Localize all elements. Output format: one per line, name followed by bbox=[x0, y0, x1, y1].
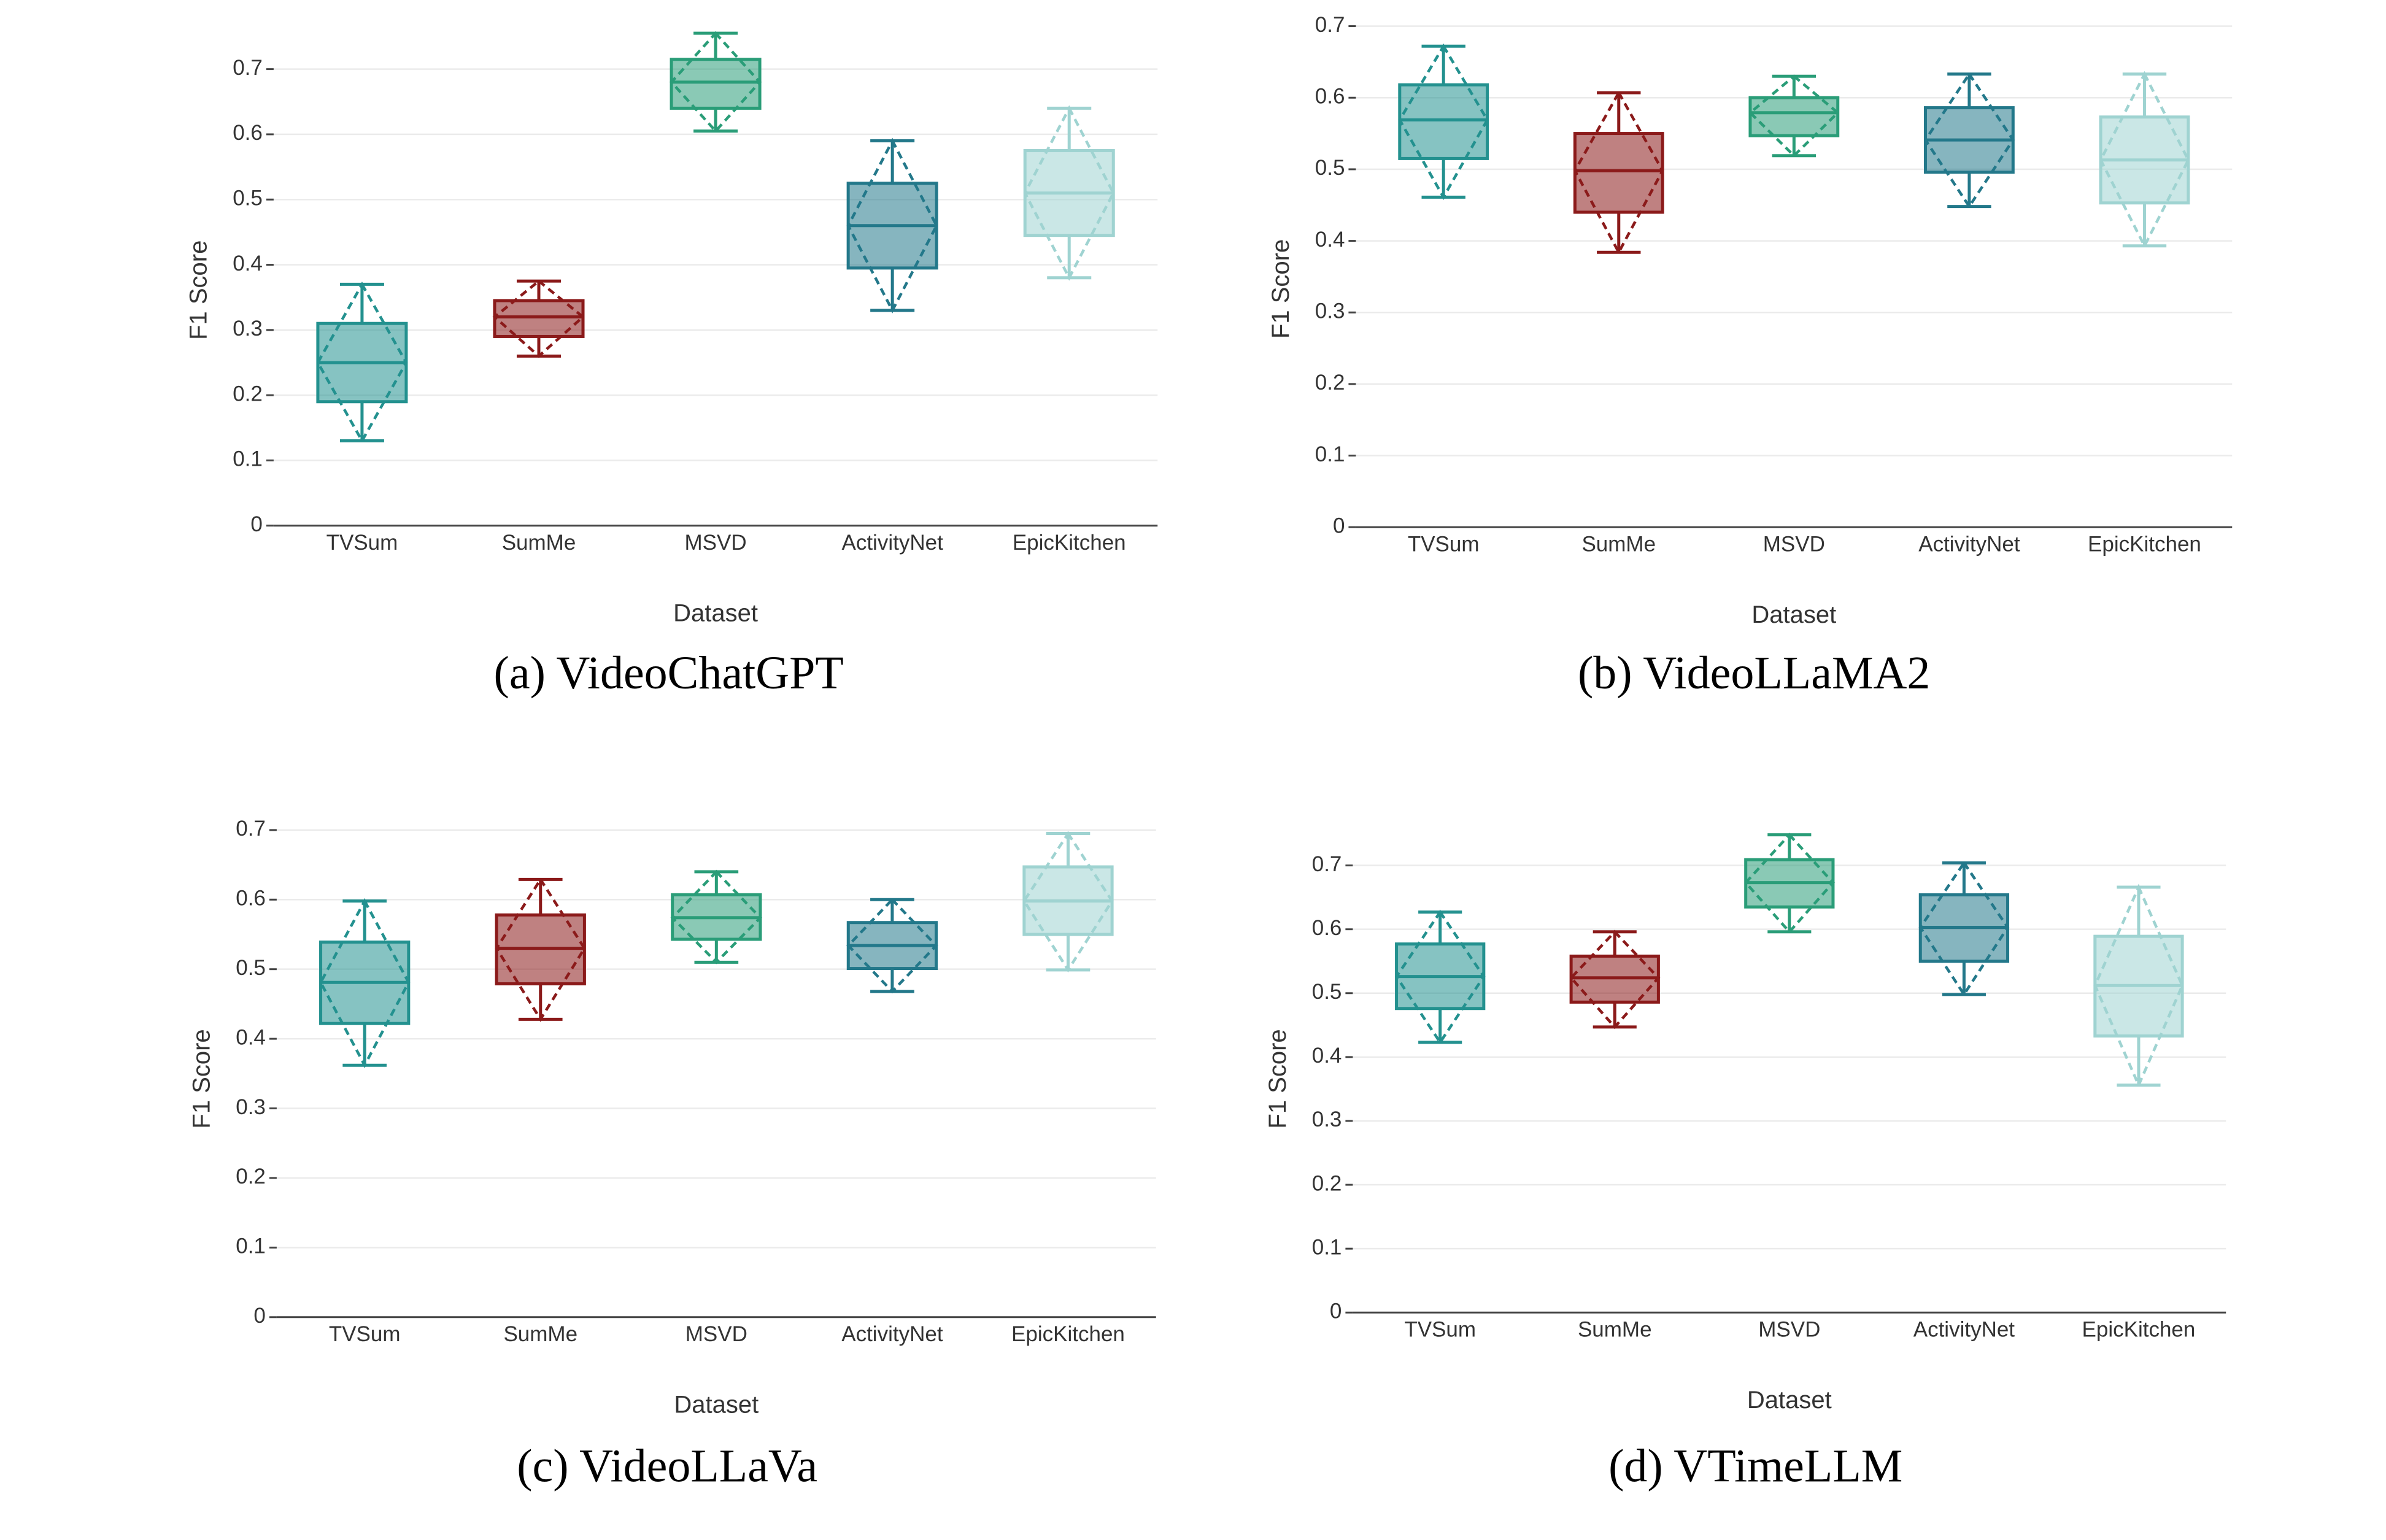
y-tick-label: 0.2 bbox=[1312, 1171, 1342, 1195]
x-tick-label: MSVD bbox=[685, 531, 747, 555]
x-tick-label: TVSum bbox=[326, 531, 398, 555]
box bbox=[1748, 96, 1840, 137]
y-tick-label: 0.5 bbox=[233, 186, 263, 210]
y-tick-label: 0.2 bbox=[1315, 371, 1345, 395]
diamond bbox=[1022, 831, 1114, 973]
y-tick-label: 0.4 bbox=[236, 1025, 266, 1049]
diamond bbox=[2099, 71, 2190, 249]
box bbox=[670, 58, 762, 110]
x-tick-label: MSVD bbox=[685, 1322, 747, 1346]
diamond bbox=[1743, 833, 1835, 934]
x-tick-label: SumMe bbox=[1578, 1318, 1652, 1342]
y-tick-label: 0.5 bbox=[1315, 156, 1345, 180]
x-tick-label: ActivityNet bbox=[841, 1322, 943, 1346]
x-tick-label: TVSum bbox=[1404, 1318, 1476, 1342]
y-axis-title: F1 Score bbox=[185, 241, 212, 340]
y-tick-label: 0.4 bbox=[233, 252, 263, 275]
diamond bbox=[1394, 909, 1486, 1045]
diamond bbox=[319, 898, 411, 1068]
y-tick-label: 0.6 bbox=[1315, 84, 1345, 108]
diamond bbox=[846, 898, 938, 994]
y-tick-label: 0.5 bbox=[236, 956, 266, 980]
caption: (a) VideoChatGPT bbox=[494, 647, 844, 699]
y-tick-label: 0.4 bbox=[1315, 228, 1345, 252]
y-tick-label: 0.3 bbox=[236, 1095, 266, 1119]
x-tick-label: SumMe bbox=[502, 531, 576, 555]
panel: 0 0.1 0.2 0.3 0.4 0.5 0.6 0.7 TVSum SumMe MSVD Acti… bbox=[1267, 13, 2233, 699]
y-tick-label: 0 bbox=[253, 1304, 265, 1328]
y-tick-label: 0.1 bbox=[236, 1234, 266, 1258]
y-tick-label: 0.4 bbox=[1312, 1044, 1342, 1068]
diamond bbox=[1023, 105, 1115, 281]
diamond bbox=[1923, 71, 2015, 209]
x-axis-title: Dataset bbox=[674, 1391, 759, 1418]
y-tick-label: 0 bbox=[1330, 1299, 1342, 1323]
panel: 0 0.1 0.2 0.3 0.4 0.5 0.6 0.7 TVSum SumMe MSVD Acti… bbox=[185, 31, 1158, 699]
diamond bbox=[492, 279, 585, 358]
y-tick-label: 0 bbox=[1333, 514, 1345, 537]
caption: (c) VideoLLaVa bbox=[517, 1441, 817, 1492]
panel: 0 0.1 0.2 0.3 0.4 0.5 0.6 0.7 TVSum SumMe MSVD Acti… bbox=[1264, 833, 2226, 1492]
y-axis-title: F1 Score bbox=[1267, 239, 1294, 339]
x-tick-label: EpicKitchen bbox=[2082, 1318, 2196, 1342]
y-tick-label: 0.6 bbox=[233, 121, 263, 145]
panel: 0 0.1 0.2 0.3 0.4 0.5 0.6 0.7 TVSum SumMe MSVD Acti… bbox=[188, 817, 1156, 1492]
y-tick-label: 0.6 bbox=[1312, 916, 1342, 940]
y-tick-label: 0.1 bbox=[1315, 442, 1345, 466]
diamond bbox=[1748, 74, 1840, 158]
x-tick-label: EpicKitchen bbox=[1013, 531, 1126, 555]
x-tick-label: MSVD bbox=[1763, 532, 1825, 556]
x-tick-label: SumMe bbox=[1581, 532, 1656, 556]
diamond bbox=[1569, 930, 1661, 1030]
x-tick-label: ActivityNet bbox=[1913, 1318, 2015, 1342]
y-tick-label: 0.6 bbox=[236, 887, 266, 911]
diamond bbox=[846, 137, 938, 314]
diamond bbox=[670, 869, 763, 964]
x-tick-label: SumMe bbox=[503, 1322, 577, 1346]
diamond bbox=[670, 31, 762, 133]
box bbox=[1573, 132, 1664, 214]
diamond bbox=[316, 281, 408, 444]
y-axis-title: F1 Score bbox=[1264, 1029, 1291, 1128]
caption: (b) VideoLLaMA2 bbox=[1578, 647, 1930, 699]
x-tick-label: ActivityNet bbox=[1918, 532, 2020, 556]
x-tick-label: TVSum bbox=[329, 1322, 401, 1346]
y-tick-label: 0.7 bbox=[1312, 852, 1342, 876]
y-tick-label: 0.3 bbox=[1315, 299, 1345, 323]
y-tick-label: 0.7 bbox=[236, 817, 266, 841]
y-tick-label: 0 bbox=[250, 512, 262, 536]
y-tick-label: 0.5 bbox=[1312, 980, 1342, 1004]
x-axis-title: Dataset bbox=[673, 599, 758, 626]
y-tick-label: 0.3 bbox=[233, 317, 263, 341]
y-tick-label: 0.3 bbox=[1312, 1107, 1342, 1131]
x-tick-label: ActivityNet bbox=[841, 531, 943, 555]
box bbox=[1398, 83, 1489, 160]
y-axis-title: F1 Score bbox=[188, 1029, 215, 1128]
diamond bbox=[1398, 43, 1489, 200]
x-tick-label: TVSum bbox=[1408, 532, 1480, 556]
y-tick-label: 0.1 bbox=[1312, 1235, 1342, 1259]
y-tick-label: 0.7 bbox=[1315, 13, 1345, 37]
x-axis-title: Dataset bbox=[1747, 1387, 1832, 1414]
x-axis-title: Dataset bbox=[1751, 601, 1836, 628]
diamond bbox=[2093, 884, 2184, 1089]
caption: (d) VTimeLLM bbox=[1608, 1441, 1902, 1492]
x-tick-label: EpicKitchen bbox=[1011, 1322, 1125, 1346]
y-tick-label: 0.2 bbox=[233, 382, 263, 406]
diamond bbox=[495, 877, 587, 1022]
x-tick-label: EpicKitchen bbox=[2088, 532, 2201, 556]
y-tick-label: 0.7 bbox=[233, 56, 263, 80]
diamond bbox=[1918, 860, 2010, 997]
y-tick-label: 0.1 bbox=[233, 447, 263, 471]
y-tick-label: 0.2 bbox=[236, 1165, 266, 1188]
x-tick-label: MSVD bbox=[1758, 1318, 1820, 1342]
